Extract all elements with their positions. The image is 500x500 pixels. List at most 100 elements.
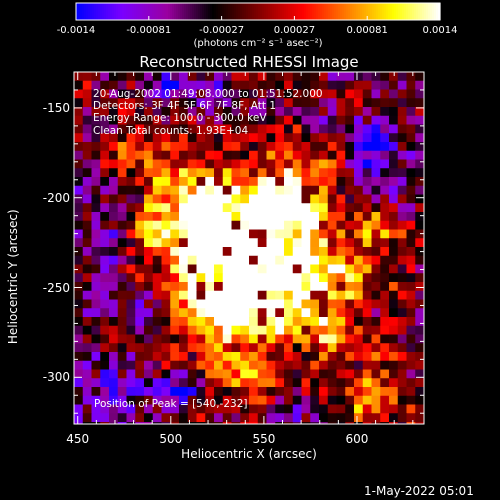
heatmap-cell [327, 150, 337, 160]
heatmap-cell [196, 107, 206, 117]
heatmap-cell [126, 299, 136, 309]
heatmap-cell [82, 378, 92, 388]
heatmap-cell [415, 203, 425, 213]
heatmap-cell [74, 404, 84, 414]
heatmap-cell [187, 98, 197, 108]
heatmap-cell [100, 212, 110, 222]
heatmap-cell [301, 194, 311, 204]
heatmap-cell [126, 159, 136, 169]
heatmap-cell [266, 203, 276, 213]
heatmap-cell [362, 72, 372, 82]
heatmap-cell [284, 247, 294, 257]
heatmap-cell [214, 72, 224, 82]
heatmap-cell [214, 387, 224, 397]
heatmap-cell [240, 360, 250, 370]
heatmap-cell [100, 360, 110, 370]
heatmap-cell [222, 247, 232, 257]
heatmap-cell [222, 212, 232, 222]
heatmap-cell [82, 395, 92, 405]
heatmap-cell [301, 299, 311, 309]
heatmap-cell [74, 124, 84, 134]
heatmap-cell [345, 80, 355, 90]
heatmap-cell [319, 107, 329, 117]
heatmap-cell [91, 142, 101, 152]
heatmap-cell [231, 404, 241, 414]
heatmap-cell [354, 308, 364, 318]
heatmap-cell [406, 325, 416, 335]
heatmap-cell [91, 404, 101, 414]
heatmap-cell [371, 369, 381, 379]
heatmap-cell [275, 334, 285, 344]
heatmap-cell [266, 422, 276, 425]
heatmap-cell [345, 168, 355, 178]
heatmap-cell [179, 98, 189, 108]
heatmap-cell [380, 387, 390, 397]
heatmap-cell [179, 255, 189, 265]
heatmap-cell [126, 395, 136, 405]
heatmap-cell [284, 369, 294, 379]
heatmap-cell [161, 308, 171, 318]
heatmap-cell [354, 238, 364, 248]
heatmap-cell [109, 395, 119, 405]
heatmap-cell [126, 255, 136, 265]
heatmap-cell [354, 115, 364, 125]
heatmap-cell [170, 299, 180, 309]
heatmap-cell [222, 194, 232, 204]
heatmap-cell [310, 273, 320, 283]
heatmap-cell [249, 255, 259, 265]
heatmap-cell [406, 98, 416, 108]
heatmap-cell [266, 115, 276, 125]
heatmap-cell [144, 124, 154, 134]
heatmap-cell [415, 107, 425, 117]
heatmap-cell [275, 395, 285, 405]
heatmap-cell [292, 378, 302, 388]
heatmap-cell [144, 72, 154, 82]
heatmap-cell [161, 334, 171, 344]
heatmap-cell [205, 177, 215, 187]
heatmap-cell [117, 360, 127, 370]
heatmap-cell [327, 360, 337, 370]
heatmap-cell [82, 247, 92, 257]
heatmap-cell [249, 72, 259, 82]
heatmap-cell [345, 238, 355, 248]
heatmap-cell [292, 89, 302, 99]
heatmap-cell [415, 255, 425, 265]
heatmap-cell [336, 308, 346, 318]
heatmap-cell [257, 72, 267, 82]
heatmap-cell [170, 395, 180, 405]
heatmap-cell [179, 115, 189, 125]
heatmap-cell [109, 387, 119, 397]
heatmap-cell [415, 72, 425, 82]
heatmap-cell [179, 404, 189, 414]
heatmap-cell [371, 80, 381, 90]
heatmap-cell [240, 98, 250, 108]
heatmap-cell [249, 220, 259, 230]
heatmap-cell [266, 72, 276, 82]
heatmap-cell [319, 168, 329, 178]
heatmap-cell [275, 177, 285, 187]
heatmap-cell [362, 378, 372, 388]
heatmap-cell [161, 150, 171, 160]
heatmap-cell [397, 185, 407, 195]
heatmap-cell [240, 212, 250, 222]
heatmap-cell [292, 72, 302, 82]
heatmap-cell [380, 133, 390, 143]
heatmap-cell [231, 229, 241, 239]
heatmap-cell [249, 308, 259, 318]
heatmap-cell [117, 264, 127, 274]
heatmap-cell [82, 404, 92, 414]
heatmap-cell [345, 124, 355, 134]
heatmap-cell [152, 194, 162, 204]
heatmap-cell [275, 168, 285, 178]
heatmap-cell [240, 124, 250, 134]
heatmap-cell [161, 212, 171, 222]
heatmap-cell [91, 124, 101, 134]
heatmap-cell [389, 395, 399, 405]
heatmap-cell [319, 150, 329, 160]
heatmap-cell [415, 185, 425, 195]
heatmap-cell [371, 159, 381, 169]
heatmap-cell [109, 159, 119, 169]
heatmap-cell [389, 150, 399, 160]
heatmap-cell [249, 317, 259, 327]
